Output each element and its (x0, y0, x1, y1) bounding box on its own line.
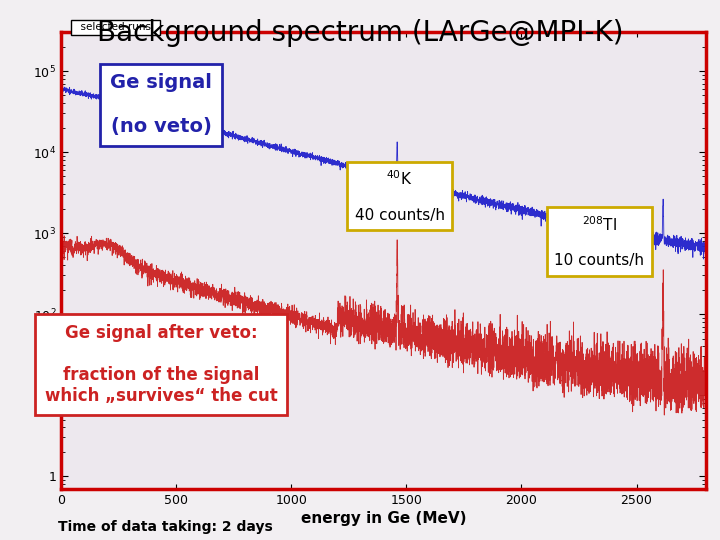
Text: $^{40}$K

40 counts/h: $^{40}$K 40 counts/h (354, 170, 444, 223)
Text: Time of data taking: 2 days: Time of data taking: 2 days (58, 519, 272, 534)
Text: selected runs: selected runs (74, 22, 158, 32)
Text: Ge signal after veto:

fraction of the signal
which „survives“ the cut: Ge signal after veto: fraction of the si… (45, 325, 277, 405)
Text: Background spectrum (LArGe@MPI-K): Background spectrum (LArGe@MPI-K) (96, 19, 624, 47)
Text: Ge signal

(no veto): Ge signal (no veto) (110, 73, 212, 137)
Text: $^{208}$Tl

10 counts/h: $^{208}$Tl 10 counts/h (554, 215, 644, 268)
X-axis label: energy in Ge (MeV): energy in Ge (MeV) (301, 511, 466, 526)
